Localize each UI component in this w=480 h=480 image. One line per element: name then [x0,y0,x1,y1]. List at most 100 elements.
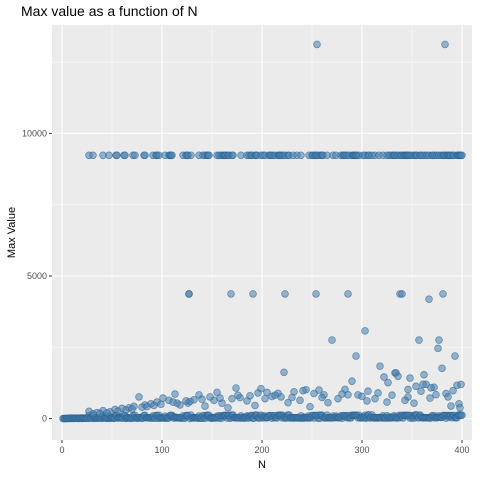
data-point [312,290,320,298]
data-point [458,411,466,419]
data-point [277,393,285,401]
data-point [435,336,443,344]
data-point [261,394,269,403]
data-point [419,380,427,389]
data-point [234,391,242,400]
data-point [364,387,372,396]
data-point [361,327,369,335]
data-point [444,393,452,401]
data-point [227,290,235,298]
x-tick-label: 100 [154,445,169,455]
x-tick-label: 200 [254,445,269,455]
x-tick-label: 300 [354,445,369,455]
data-point [143,402,151,411]
data-point [328,336,336,344]
data-point [96,409,104,418]
data-point [426,394,434,402]
data-point [299,386,307,395]
data-point [182,397,190,405]
data-point [417,387,425,396]
data-point [113,151,121,160]
data-point [318,393,326,402]
data-point [187,151,195,160]
y-axis-title: Max Value [6,207,18,258]
data-point [388,391,396,400]
data-point [380,373,388,381]
data-point [449,386,457,395]
data-point [150,401,158,410]
data-point [410,399,418,408]
data-point [363,397,371,405]
data-point [401,396,409,405]
data-point [280,368,288,377]
data-point [425,295,433,304]
data-point [427,383,435,392]
data-point [114,407,122,415]
data-point [103,409,111,417]
data-point [249,290,257,298]
data-point [306,402,314,411]
data-point [438,364,446,373]
data-point [205,151,213,160]
data-point [384,378,392,387]
data-point [398,290,406,298]
y-tick-label: 10000 [22,128,47,138]
data-point [296,396,304,405]
data-point [451,352,459,360]
data-point [89,151,97,160]
data-point [128,405,136,413]
data-point [157,400,165,409]
points-layer [59,40,466,423]
data-point [135,393,143,401]
chart-title: Max value as a function of N [21,3,198,19]
data-point [131,151,139,160]
ticks-layer: 0 100 200 300 400 0 5000 10000 [22,128,470,455]
data-point [229,151,237,160]
data-point [383,398,391,406]
data-point [185,290,193,298]
data-point [105,151,113,160]
data-point [344,290,352,298]
data-point [288,393,296,402]
data-point [216,394,224,402]
x-tick-label: 0 [59,445,64,455]
data-point [376,362,384,370]
data-point [415,336,423,344]
data-point [85,407,93,416]
data-point [457,380,465,389]
data-point [441,40,449,49]
data-point [254,389,262,397]
data-point [458,151,466,160]
data-point [310,389,318,398]
data-point [246,391,254,400]
y-tick-label: 5000 [27,271,47,281]
data-point [159,394,167,402]
data-point [263,388,271,397]
data-point [412,382,420,391]
data-point [232,384,240,392]
data-point [434,344,442,353]
data-point [358,392,366,401]
data-point [404,385,412,394]
data-point [198,395,206,404]
x-axis-title: N [258,459,266,471]
data-point [313,40,321,49]
data-point [228,394,236,403]
data-point [432,390,440,399]
data-point [352,352,360,360]
data-point [281,290,289,298]
data-point [439,290,447,298]
data-point [251,401,259,410]
data-point [284,398,292,407]
data-point [374,389,382,397]
data-point [447,402,455,410]
data-point [338,390,346,398]
data-point [206,393,214,401]
data-point [169,398,177,406]
data-point [456,403,464,412]
data-point [168,151,176,160]
data-point [406,374,414,382]
data-point [224,403,232,412]
